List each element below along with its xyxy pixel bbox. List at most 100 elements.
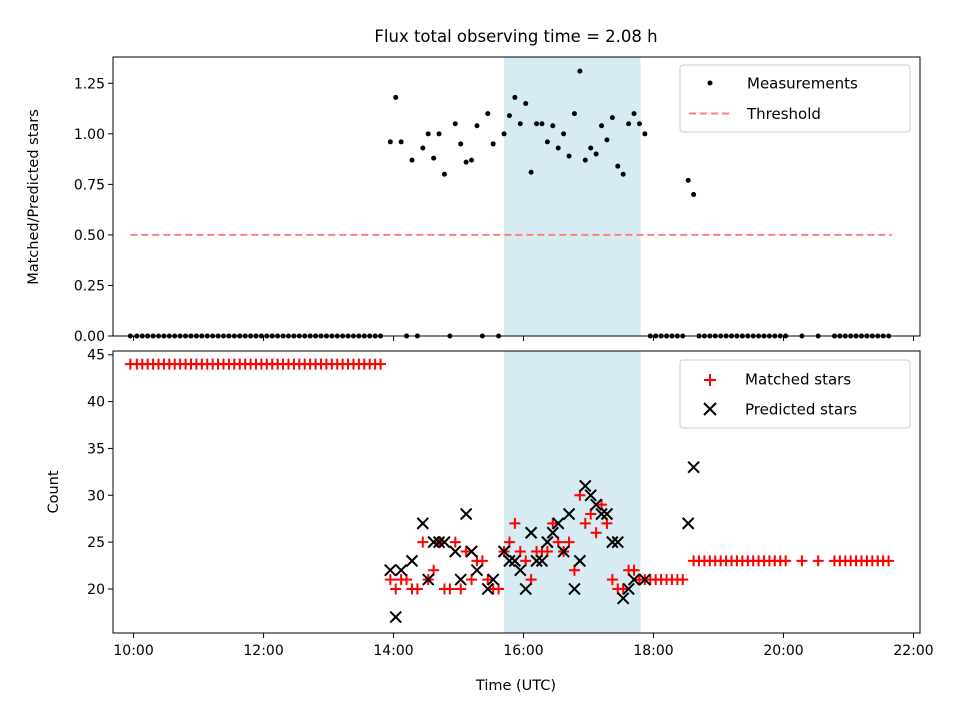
predicted-star-point <box>535 554 549 568</box>
x-tick-label: 22:00 <box>893 643 933 659</box>
measurement-point <box>620 171 626 177</box>
measurement-point <box>582 157 588 163</box>
bottom-x-ticks: 10:00 12:00 14:00 16:00 18:00 20:00 22:00 <box>113 633 934 659</box>
predicted-star-point <box>589 498 603 511</box>
predicted-star-point <box>487 573 500 586</box>
matched-star-point <box>796 555 808 567</box>
x-tick-label: 10:00 <box>113 643 153 659</box>
matched-star-point <box>606 574 618 586</box>
matched-star-point <box>628 564 640 576</box>
measurement-point <box>393 94 399 100</box>
matched-star-point <box>579 517 591 529</box>
matched-star-point <box>411 583 423 595</box>
top-axes-frame <box>112 56 921 337</box>
matched-star-point <box>585 508 597 520</box>
matched-star-point <box>503 536 515 548</box>
measurement-point <box>431 155 437 161</box>
predicted-star-point <box>638 573 652 586</box>
legend-label-measurements: Measurements <box>747 75 858 93</box>
predicted-star-point <box>551 517 565 530</box>
measurement-point <box>485 111 491 117</box>
predicted-star-point <box>438 535 451 549</box>
bottom-panel: 20 25 30 35 40 45 10:00 12:00 14:00 16:00 18:00 20… <box>46 348 934 694</box>
legend-marker-matched <box>704 374 716 386</box>
predicted-star-point <box>687 460 700 474</box>
measurement-point <box>599 123 605 129</box>
y-tick-label: 1.25 <box>74 76 105 92</box>
measurement-point <box>636 121 642 127</box>
measurement-point <box>626 121 632 127</box>
measurement-point <box>409 157 415 163</box>
predicted-star-point <box>416 517 430 530</box>
matched-star-point <box>574 489 586 501</box>
measurement-point <box>452 121 458 127</box>
predicted-star-point <box>622 582 635 596</box>
measurement-point <box>577 68 583 74</box>
y-tick-label: 0.00 <box>74 329 105 345</box>
top-legend-box <box>679 64 911 133</box>
predicted-star-point <box>454 573 467 586</box>
top-y-axis-label: Matched/Predicted stars <box>26 109 42 285</box>
matched-star-point <box>812 555 824 567</box>
predicted-star-point <box>394 564 408 577</box>
predicted-star-point <box>584 489 597 502</box>
measurement-point <box>604 137 610 143</box>
matched-star-point <box>482 574 494 586</box>
legend-label-threshold: Threshold <box>746 105 821 123</box>
matched-star-point <box>568 564 580 576</box>
matched-star-point <box>563 536 575 548</box>
measurement-point <box>420 145 426 151</box>
matched-star-point <box>493 583 505 595</box>
bottom-legend: Matched stars Predicted stars <box>679 359 911 429</box>
predicted-star-point <box>530 554 543 568</box>
matched-star-point <box>883 555 895 567</box>
matched-star-point <box>401 574 413 586</box>
top-panel: 0.00 0.25 0.50 0.75 1.00 1.25 Matched/Predict… <box>26 56 921 345</box>
measurement-points <box>127 68 892 339</box>
measurement-point <box>501 131 507 137</box>
predicted-star-point <box>600 507 614 521</box>
matched-star-point <box>444 583 456 595</box>
predicted-star-point <box>627 573 641 586</box>
legend-marker-predicted <box>703 402 717 416</box>
x-tick-label: 16:00 <box>503 643 543 659</box>
y-tick-label: 0.25 <box>74 278 105 294</box>
predicted-star-point <box>616 592 630 605</box>
matched-star-point <box>552 536 564 548</box>
predicted-star-point <box>557 545 570 558</box>
predicted-star-point <box>595 507 608 521</box>
legend-label-predicted: Predicted stars <box>745 401 857 419</box>
x-tick-label: 18:00 <box>633 643 673 659</box>
matched-star-point <box>601 517 613 529</box>
matched-star-point <box>617 583 629 595</box>
y-tick-label: 0.50 <box>74 228 105 244</box>
y-tick-label: 0.75 <box>74 177 105 193</box>
matched-star-point <box>375 358 387 370</box>
predicted-star-point <box>405 554 419 568</box>
measurement-point <box>425 131 431 137</box>
matched-star-point <box>509 517 521 529</box>
measurement-point <box>398 139 404 145</box>
matched-star-point <box>466 574 478 586</box>
predicted-star-point <box>459 507 473 521</box>
matched-star-point <box>390 583 402 595</box>
top-highlight-span <box>504 57 641 336</box>
matched-star-point <box>780 555 792 567</box>
y-tick-label: 45 <box>87 348 105 364</box>
measurement-point <box>544 139 550 145</box>
x-tick-label: 14:00 <box>373 643 413 659</box>
x-axis-label: Time (UTC) <box>475 678 556 694</box>
measurement-point <box>534 121 540 127</box>
matched-star-point <box>384 574 396 586</box>
measurement-point <box>615 163 621 169</box>
predicted-star-point <box>611 535 624 549</box>
measurement-point <box>588 145 594 151</box>
predicted-star-point <box>606 535 619 549</box>
measurement-point <box>463 159 469 165</box>
predicted-star-point <box>508 554 522 568</box>
count-points <box>124 358 895 624</box>
matched-star-point <box>525 574 537 586</box>
x-tick-label: 20:00 <box>763 643 803 659</box>
y-tick-label: 1.00 <box>74 127 105 143</box>
